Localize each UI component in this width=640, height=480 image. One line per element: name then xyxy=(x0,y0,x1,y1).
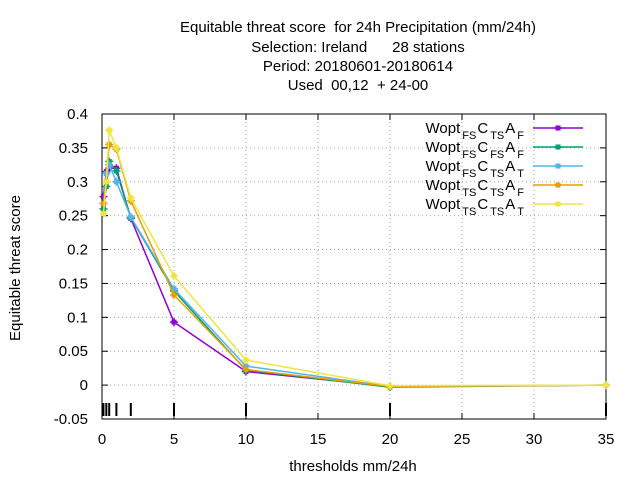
legend-label: Wopt FSC TSA F xyxy=(426,120,525,142)
chart-title: Equitable threat score for 24h Precipita… xyxy=(180,19,536,94)
threshold-marks xyxy=(102,403,607,416)
plot-frame xyxy=(101,113,607,420)
series-line xyxy=(102,143,607,388)
series-line xyxy=(102,159,607,388)
series-5 xyxy=(99,126,610,390)
legend-entry-5: Wopt TSC TSA T xyxy=(426,196,583,218)
legend-entry-2: Wopt FSC FSA F xyxy=(426,139,583,161)
legend-entry-4: Wopt TSC TSA F xyxy=(426,177,583,199)
axes xyxy=(101,113,607,420)
legend-label: Wopt FSC TSA T xyxy=(426,158,525,180)
series-line xyxy=(102,162,607,388)
y-tick-label: 0 xyxy=(80,377,88,394)
x-axis-label: thresholds mm/24h xyxy=(289,458,417,475)
legend-entry-3: Wopt FSC TSA T xyxy=(426,158,583,180)
title-line-3: Period: 20180601-20180614 xyxy=(263,58,453,75)
x-tick-label: 30 xyxy=(526,431,543,448)
x-tick-label: 20 xyxy=(382,431,399,448)
x-tick-label: 5 xyxy=(170,431,178,448)
title-line-1: Equitable threat score for 24h Precipita… xyxy=(180,19,536,36)
series-4 xyxy=(99,140,610,391)
legend-entry-1: Wopt FSC TSA F xyxy=(426,120,583,142)
x-tick-label: 15 xyxy=(310,431,327,448)
y-tick-label: 0.4 xyxy=(67,106,88,123)
legend-label: Wopt TSC TSA F xyxy=(426,177,525,199)
x-tick-label: 35 xyxy=(598,431,615,448)
series-line xyxy=(102,167,391,388)
title-line-4: Used 00,12 + 24-00 xyxy=(288,77,429,94)
grid xyxy=(102,114,606,419)
y-tick-label: 0.05 xyxy=(59,343,88,360)
y-tick-label: 0.25 xyxy=(59,208,88,225)
y-tick-label: 0.1 xyxy=(67,309,88,326)
y-tick-label: 0.35 xyxy=(59,140,88,157)
series xyxy=(99,126,610,392)
y-axis-label: Equitable threat score xyxy=(7,195,24,341)
legend-label: Wopt TSC TSA T xyxy=(426,196,525,218)
y-tick-label: 0.2 xyxy=(67,242,88,259)
y-tick-label: 0.3 xyxy=(67,174,88,191)
y-tick-label: 0.15 xyxy=(59,275,88,292)
legend-label: Wopt FSC FSA F xyxy=(426,139,525,161)
x-tick-label: 10 xyxy=(238,431,255,448)
title-line-2: Selection: Ireland 28 stations xyxy=(251,39,464,56)
x-tick-label: 25 xyxy=(454,431,471,448)
y-tick-label: -0.05 xyxy=(54,411,88,428)
series-line xyxy=(102,129,607,387)
x-tick-label: 0 xyxy=(98,431,106,448)
tick-labels: -0.05 0 0.05 0.1 0.15 0.2 0.25 0.3 0.35 0.4 0 5 10 15… xyxy=(54,106,615,448)
